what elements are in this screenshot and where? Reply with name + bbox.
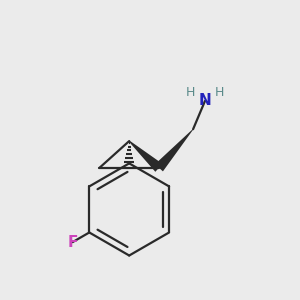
Text: H: H — [215, 85, 224, 98]
Polygon shape — [129, 141, 163, 172]
Text: F: F — [68, 235, 78, 250]
Polygon shape — [155, 129, 193, 171]
Text: H: H — [185, 85, 195, 98]
Text: N: N — [199, 94, 212, 109]
